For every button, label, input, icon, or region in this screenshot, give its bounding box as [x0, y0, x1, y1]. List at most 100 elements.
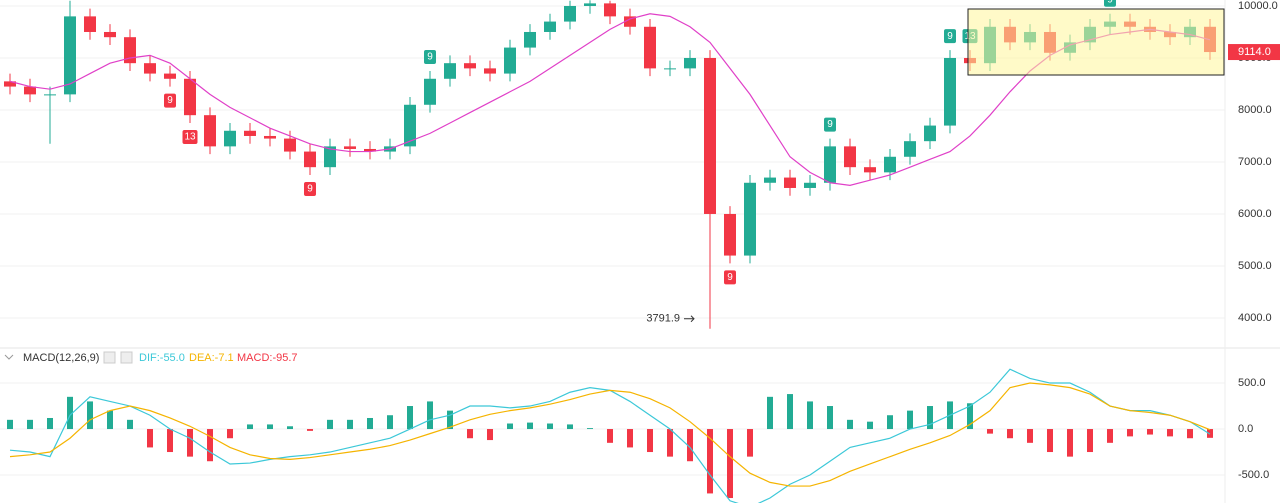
macd-bar	[967, 403, 973, 430]
macd-bar	[507, 423, 513, 430]
candle-body	[684, 57, 696, 69]
macd-bar	[847, 419, 853, 430]
td-marker-label: 9	[727, 272, 733, 283]
candle-body	[424, 78, 436, 105]
td-marker	[944, 29, 956, 44]
macd-bar	[587, 428, 593, 430]
macd-bar	[747, 429, 753, 457]
y-tick-label: 8000.0	[1238, 104, 1272, 116]
low-arrow	[684, 315, 695, 323]
macd-bar	[267, 424, 273, 430]
last-price-box	[1228, 44, 1280, 61]
candle-body	[664, 68, 676, 70]
candle-body	[244, 130, 256, 136]
candle-body	[284, 138, 296, 152]
candle-body	[624, 16, 636, 27]
macd-bar	[807, 401, 813, 430]
macd-bar	[447, 410, 453, 430]
y-tick-label: 10000.0	[1238, 0, 1278, 12]
td-marker-label: 9	[1107, 0, 1113, 5]
y-tick-label: 0.0	[1238, 423, 1253, 435]
td-marker-label: 13	[184, 132, 196, 143]
macd-bar	[907, 410, 913, 430]
y-tick-label: 6000.0	[1238, 208, 1272, 220]
candle-body	[144, 63, 156, 74]
macd-bar	[347, 419, 353, 430]
candle-body	[784, 177, 796, 188]
close-icon[interactable]	[120, 351, 133, 364]
collapse-icon[interactable]	[4, 354, 14, 360]
candle-body	[764, 177, 776, 183]
candle-body	[464, 63, 476, 69]
candle-body	[644, 26, 656, 69]
td-marker	[824, 117, 836, 132]
td-marker	[164, 93, 176, 108]
macd-bar	[607, 429, 613, 443]
candle-body	[724, 213, 736, 256]
y-tick-label: 500.0	[1238, 377, 1266, 389]
macd-bar	[1147, 429, 1153, 435]
candle-body	[64, 16, 76, 95]
macd-bar	[867, 421, 873, 430]
candle-body	[344, 146, 356, 149]
macd-bar	[567, 424, 573, 430]
drawn-rectangle[interactable]	[967, 8, 1225, 76]
candle-body	[204, 115, 216, 147]
macd-bar	[487, 429, 493, 441]
y-tick-label: -500.0	[1238, 469, 1269, 481]
macd-bar	[287, 426, 293, 430]
macd-bar	[627, 429, 633, 448]
candle-body	[444, 63, 456, 79]
td-marker-label: 9	[167, 95, 173, 106]
candle-body	[824, 146, 836, 183]
macd-bar	[787, 394, 793, 430]
candle-body	[184, 78, 196, 116]
macd-line	[9, 382, 1211, 487]
macd-bar	[1127, 429, 1133, 437]
macd-bar	[707, 429, 713, 494]
candle-body	[364, 148, 376, 152]
macd-bar	[687, 429, 693, 462]
y-tick-label: 4000.0	[1238, 312, 1272, 324]
candle-body	[224, 130, 236, 147]
macd-bar	[27, 419, 33, 430]
candle-body	[924, 125, 936, 142]
ma-line	[9, 13, 1211, 186]
macd-bar	[727, 429, 733, 499]
macd-panel	[0, 368, 1225, 503]
macd-bar	[1187, 429, 1193, 439]
y-tick-label: 5000.0	[1238, 260, 1272, 272]
td-marker	[182, 129, 198, 144]
settings-icon[interactable]	[103, 351, 116, 364]
candle-body	[544, 21, 556, 32]
candle-body	[944, 57, 956, 126]
macd-bar	[187, 429, 193, 457]
macd-bar	[767, 396, 773, 430]
td-marker-label: 9	[427, 52, 433, 63]
candle-body	[904, 141, 916, 157]
td-marker-label: 9	[827, 119, 833, 130]
candle-body	[104, 31, 116, 38]
candle-body	[804, 182, 816, 188]
macd-bar	[1047, 429, 1053, 453]
macd-bar	[1167, 429, 1173, 437]
td-marker	[1104, 0, 1116, 7]
macd-bar	[1087, 429, 1093, 453]
candle-body	[884, 156, 896, 173]
macd-bar	[87, 401, 93, 430]
candle-body	[324, 146, 336, 168]
macd-bar	[47, 417, 53, 430]
td-marker-label: 9	[947, 31, 953, 42]
td-marker	[424, 49, 436, 64]
price-axis: 4000.05000.06000.07000.08000.09000.01000…	[1228, 0, 1280, 481]
macd-bar	[227, 429, 233, 439]
candle-body	[124, 37, 136, 64]
macd-bar	[147, 429, 153, 448]
candle-body	[864, 167, 876, 173]
macd-bar	[247, 424, 253, 430]
macd-bar	[987, 429, 993, 434]
macd-bar	[827, 406, 833, 430]
macd-bar	[387, 415, 393, 430]
macd-bar	[107, 410, 113, 430]
macd-bar	[547, 423, 553, 430]
